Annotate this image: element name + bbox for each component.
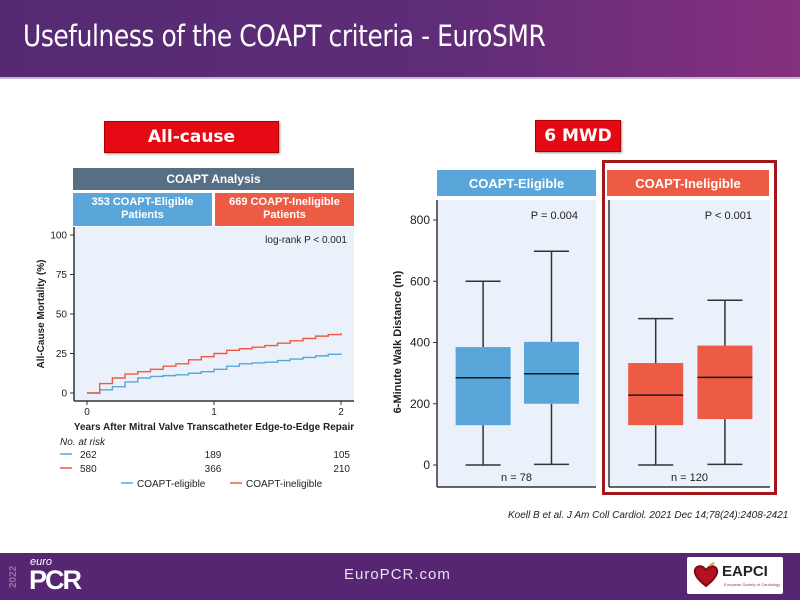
km-eligible-header-line2: Patients xyxy=(121,209,164,221)
box-ineligible-plot-bg xyxy=(609,200,770,487)
km-eligible-header-line1: 353 COAPT-Eligible xyxy=(91,196,194,208)
km-y-tick-label: 25 xyxy=(56,349,68,360)
mwd-label: 6 MWD xyxy=(535,120,621,152)
km-x-tick-label: 2 xyxy=(338,407,344,418)
box-y-tick-label: 800 xyxy=(410,213,430,227)
europcr-logo: PCR xyxy=(29,565,82,595)
heart-icon xyxy=(693,562,719,588)
logo-year: 2022 xyxy=(8,565,19,589)
box-iqr xyxy=(523,341,579,404)
citation: Koell B et al. J Am Coll Cardiol. 2021 D… xyxy=(508,510,789,521)
km-y-tick-label: 75 xyxy=(56,270,68,281)
box-iqr xyxy=(628,363,684,426)
km-legend-ineligible: COAPT-ineligible xyxy=(246,479,323,490)
box-ineligible-header-label: COAPT-Ineligible xyxy=(635,176,740,191)
box-y-tick-label: 0 xyxy=(423,458,430,472)
header-divider xyxy=(0,77,800,79)
km-at-risk-value: 105 xyxy=(333,450,350,461)
km-at-risk-value: 210 xyxy=(333,464,350,475)
km-at-risk-label: No. at risk xyxy=(60,437,106,448)
footer: 2022 euro PCR EuroPCR.com xyxy=(0,553,800,600)
km-x-tick-label: 1 xyxy=(211,407,217,418)
box-eligible-header xyxy=(437,170,596,196)
box-eligible-header-label: COAPT-Eligible xyxy=(469,176,564,191)
km-y-tick-label: 0 xyxy=(61,389,67,400)
km-axes: 0 25 50 75 100 0 1 2 xyxy=(50,227,354,418)
km-at-risk-table: No. at risk 262 189 105 580 366 210 COAPT-eligi… xyxy=(60,437,350,490)
box-y-tick-label: 200 xyxy=(410,397,430,411)
box-y-axis-label: 6-Minute Walk Distance (m) xyxy=(392,270,404,413)
km-at-risk-value: 262 xyxy=(80,450,97,461)
km-at-risk-value: 580 xyxy=(80,464,97,475)
km-eligible-header: 353 COAPT-Eligible Patients xyxy=(73,193,212,226)
km-x-axis-label: Years After Mitral Valve Transcatheter E… xyxy=(74,422,354,433)
km-x-tick-label: 0 xyxy=(84,407,90,418)
box-iqr xyxy=(455,347,511,426)
km-y-axis-label: All-Cause Mortality (%) xyxy=(36,260,47,369)
box-y-tick-label: 600 xyxy=(410,274,430,288)
box-content: COAPT-Eligible P = 0.004 n = 78 COAPT-Ineli… xyxy=(392,170,770,488)
km-series xyxy=(87,332,342,394)
km-ineligible-header: 669 COAPT-Ineligible Patients xyxy=(215,193,354,226)
box-ineligible-header xyxy=(607,170,769,196)
eapci-text: EAPCI xyxy=(722,563,768,580)
logo-euro: euro xyxy=(30,556,53,568)
km-logrank-annotation: log-rank P < 0.001 xyxy=(265,235,347,246)
ineligible-highlight-frame xyxy=(602,160,777,495)
slide-header: Usefulness of the COAPT criteria - EuroS… xyxy=(0,0,800,77)
km-analysis-header: COAPT Analysis xyxy=(73,168,354,190)
km-legend-eligible: COAPT-eligible xyxy=(137,479,206,490)
km-line-eligible xyxy=(87,353,342,394)
footer-url[interactable]: EuroPCR.com xyxy=(344,566,451,583)
km-ineligible-header-line2: Patients xyxy=(263,209,306,221)
eapci-subtext: European Society of Cardiology xyxy=(724,582,781,587)
km-ineligible-header-line1: 669 COAPT-Ineligible xyxy=(229,196,340,208)
eapci-logo: EAPCI European Society of Cardiology xyxy=(687,557,783,594)
km-line-ineligible xyxy=(87,332,342,394)
slide-title: Usefulness of the COAPT criteria - EuroS… xyxy=(23,19,546,53)
box-iqr xyxy=(697,345,753,420)
km-at-risk-value: 189 xyxy=(205,450,222,461)
km-y-tick-label: 50 xyxy=(56,310,68,321)
box-y-tick-label: 400 xyxy=(410,336,430,350)
box-ineligible-n: n = 120 xyxy=(671,472,708,484)
box-ineligible-p-value: P < 0.001 xyxy=(705,210,752,222)
km-y-tick-label: 100 xyxy=(50,231,67,242)
km-at-risk-value: 366 xyxy=(205,464,222,475)
box-eligible-n: n = 78 xyxy=(501,472,532,484)
box-eligible-p-value: P = 0.004 xyxy=(531,210,578,222)
